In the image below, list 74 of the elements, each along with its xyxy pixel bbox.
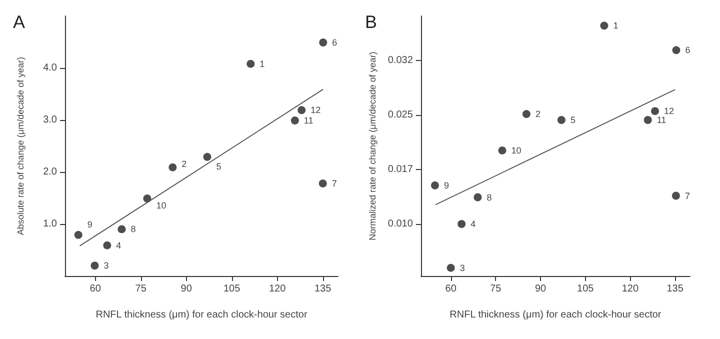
annotation: 9 [87, 220, 92, 230]
annotation: 3 [104, 260, 109, 271]
point [246, 60, 255, 68]
annotation: 7 [332, 178, 337, 188]
y-tick-label: 0.010 [388, 218, 414, 230]
y-tick-label: 0.025 [388, 110, 414, 121]
annotation: 4 [470, 219, 476, 229]
annotation: 2 [535, 109, 540, 120]
annotation: 1 [613, 20, 618, 31]
point [118, 225, 126, 234]
annotation: 12 [664, 106, 674, 116]
point [430, 181, 439, 190]
point [290, 116, 299, 125]
x-tick-label: 105 [577, 284, 594, 294]
point [672, 192, 680, 200]
point [600, 22, 608, 30]
point [644, 116, 652, 124]
annotation: 6 [332, 38, 338, 48]
annotation: 2 [182, 158, 187, 169]
chart-title: B [365, 12, 378, 32]
annotation: 5 [570, 115, 576, 125]
annotation: 10 [156, 200, 166, 210]
chart-title: A [13, 12, 26, 32]
x-tick-label: 60 [445, 284, 457, 294]
x-tick-label: 60 [90, 284, 102, 294]
point [168, 163, 177, 172]
y-tick-label: 4.0 [43, 62, 58, 74]
annotation: 8 [486, 192, 492, 202]
x-tick-label: 90 [534, 284, 547, 294]
point [498, 146, 506, 154]
point [458, 220, 466, 228]
annotation: 11 [304, 116, 314, 126]
point [103, 241, 112, 250]
point [319, 38, 328, 47]
annotation: 8 [130, 224, 136, 234]
point [90, 262, 99, 270]
annotation: 3 [460, 262, 465, 273]
y-tick-label: 0.032 [388, 55, 414, 66]
x-tick-label: 135 [314, 284, 332, 294]
annotation: 5 [216, 162, 222, 172]
point [446, 264, 455, 272]
annotation: 6 [685, 45, 690, 56]
annotation: 7 [684, 190, 690, 201]
annotation: 11 [656, 115, 666, 125]
point [143, 194, 152, 203]
point [672, 46, 680, 54]
y-tick-label: 2.0 [43, 166, 58, 178]
point [298, 106, 306, 114]
x-tick-label: 120 [268, 284, 286, 294]
y-tick-label: 1.0 [43, 218, 58, 230]
point [557, 116, 566, 124]
x-tick-label: 120 [622, 284, 639, 294]
annotation: 1 [260, 58, 265, 69]
point [651, 107, 660, 116]
x-axis-title: RNFL thickness (μm) for each clock-hour sector [450, 310, 662, 320]
point [203, 152, 212, 161]
x-tick-label: 90 [180, 284, 192, 294]
annotation: 4 [116, 240, 122, 250]
point [522, 110, 530, 118]
point [74, 230, 82, 239]
annotation: 10 [511, 145, 522, 156]
point [474, 193, 482, 202]
annotation: 9 [444, 180, 449, 190]
x-axis-title: RNFL thickness (μm) for each clock-hour sector [96, 310, 308, 320]
y-axis-title: Normalized rate of change (μm/decade of year) [368, 52, 378, 240]
y-tick-label: 0.017 [388, 164, 414, 176]
x-tick-label: 105 [223, 284, 241, 294]
x-tick-label: 75 [490, 284, 502, 294]
x-tick-label: 75 [135, 284, 147, 294]
annotation: 12 [310, 105, 321, 116]
x-tick-label: 135 [666, 284, 684, 294]
y-tick-label: 3.0 [43, 114, 58, 126]
point [318, 179, 327, 188]
y-axis-title: Absolute rate of change (μm/decade of year) [16, 56, 26, 236]
